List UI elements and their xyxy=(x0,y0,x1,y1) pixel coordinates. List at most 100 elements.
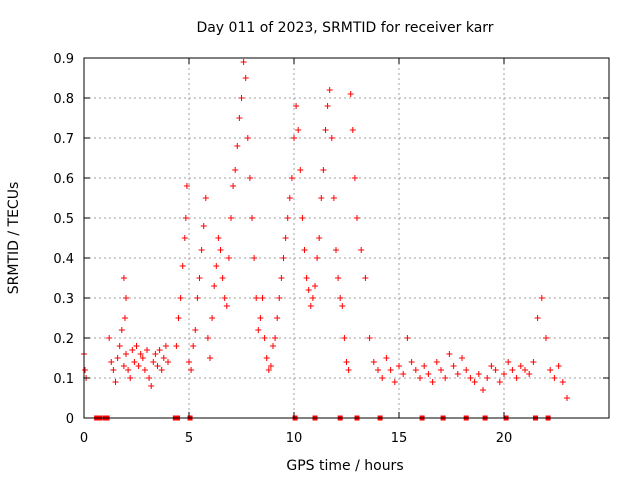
data-point xyxy=(564,395,570,401)
data-point xyxy=(139,355,146,361)
data-point xyxy=(379,375,386,381)
data-point xyxy=(467,375,474,381)
data-point xyxy=(200,223,207,229)
x-tick-label: 15 xyxy=(391,431,408,446)
data-point xyxy=(236,115,243,121)
data-point xyxy=(505,359,512,365)
data-point xyxy=(433,359,440,365)
data-point xyxy=(213,263,220,269)
data-point xyxy=(137,351,144,357)
y-tick-label: 0.3 xyxy=(53,292,74,307)
data-point xyxy=(509,367,516,373)
data-point xyxy=(412,367,419,373)
y-tick-label: 0 xyxy=(66,412,74,427)
data-point xyxy=(120,275,127,281)
data-point xyxy=(354,215,360,221)
data-point xyxy=(333,247,339,253)
data-point xyxy=(274,315,281,321)
y-tick-label: 0.4 xyxy=(53,252,74,267)
data-point xyxy=(82,367,89,373)
data-point xyxy=(396,363,402,369)
data-point xyxy=(501,371,507,377)
data-point xyxy=(209,315,216,321)
data-point xyxy=(307,303,314,309)
data-point xyxy=(249,215,255,221)
data-point xyxy=(417,375,423,381)
data-point xyxy=(324,103,331,109)
data-point xyxy=(127,375,134,381)
x-tick-label: 20 xyxy=(496,431,513,446)
data-point xyxy=(165,359,171,365)
data-point xyxy=(276,295,283,301)
data-point xyxy=(244,135,251,141)
data-point xyxy=(154,363,161,369)
data-point xyxy=(280,255,287,261)
data-point xyxy=(291,135,297,141)
data-point xyxy=(133,343,140,349)
data-point xyxy=(219,275,226,281)
x-tick-label: 10 xyxy=(286,431,303,446)
data-point xyxy=(339,303,346,309)
data-point xyxy=(375,367,381,373)
data-point xyxy=(559,379,566,385)
data-point xyxy=(513,375,520,381)
y-tick-label: 0.7 xyxy=(53,132,74,147)
data-point xyxy=(211,283,218,289)
data-point xyxy=(383,355,390,361)
data-point xyxy=(240,59,247,65)
data-point xyxy=(204,335,211,341)
data-point xyxy=(446,351,453,357)
data-point xyxy=(141,367,148,373)
data-point xyxy=(179,263,186,269)
y-axis-ticks: 0 0.1 0.2 0.3 0.4 0.5 0.6 0.7 0.8 0.9 xyxy=(53,52,609,427)
data-point xyxy=(131,359,138,365)
data-point xyxy=(314,255,321,261)
data-point xyxy=(223,303,230,309)
data-point xyxy=(297,167,304,173)
y-axis-label: SRMTID / TECUs xyxy=(6,182,22,295)
data-point xyxy=(112,379,119,385)
data-point xyxy=(538,295,545,301)
data-point xyxy=(316,235,323,241)
data-point xyxy=(284,215,291,221)
data-point xyxy=(114,355,121,361)
data-point xyxy=(442,375,449,381)
data-point xyxy=(194,295,201,301)
y-tick-label: 0.6 xyxy=(53,172,74,187)
data-point xyxy=(270,343,276,349)
data-point xyxy=(198,247,205,253)
data-point xyxy=(318,195,325,201)
data-point xyxy=(301,247,308,253)
data-point xyxy=(425,371,432,377)
data-point xyxy=(343,359,350,365)
data-point xyxy=(232,167,239,173)
plot-frame xyxy=(83,57,610,419)
data-point xyxy=(173,343,180,349)
grid xyxy=(84,58,609,418)
data-point xyxy=(404,335,411,341)
data-point xyxy=(454,371,461,377)
data-point xyxy=(547,367,554,373)
x-tick-label: 0 xyxy=(80,431,88,446)
data-point xyxy=(265,367,272,373)
data-point xyxy=(158,367,165,373)
data-point xyxy=(123,351,129,357)
data-point xyxy=(175,315,182,321)
data-point xyxy=(293,103,300,109)
data-point xyxy=(234,143,241,149)
data-point xyxy=(551,375,558,381)
data-point xyxy=(534,315,541,321)
data-point xyxy=(242,75,249,81)
data-point xyxy=(253,295,260,301)
data-point xyxy=(351,175,358,181)
data-point xyxy=(459,355,465,361)
data-point xyxy=(295,127,302,133)
data-point xyxy=(125,367,132,373)
data-point xyxy=(522,367,528,373)
data-point xyxy=(259,295,266,301)
data-point xyxy=(282,235,289,241)
data-point xyxy=(278,275,285,281)
data-point xyxy=(146,375,153,381)
data-point xyxy=(255,327,262,333)
